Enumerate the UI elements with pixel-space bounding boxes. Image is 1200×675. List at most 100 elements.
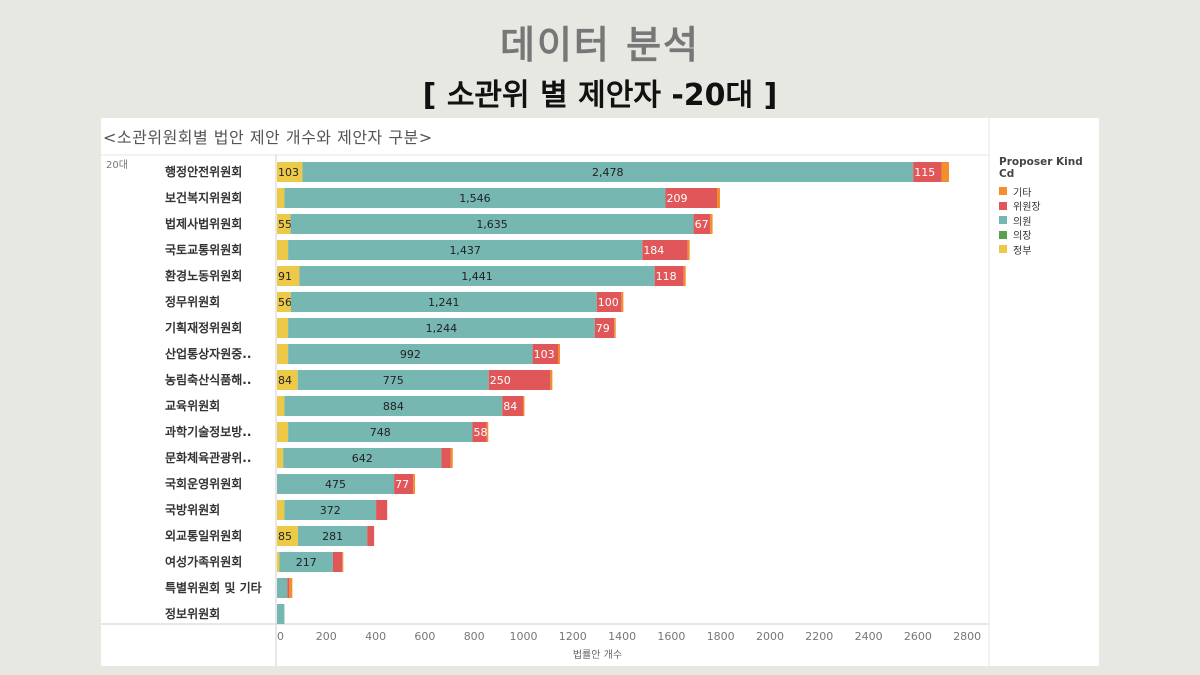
bar-segment — [297, 370, 489, 390]
bar-segment — [289, 578, 293, 598]
bar-segment — [277, 578, 288, 598]
x-tick-label: 1400 — [608, 630, 636, 643]
bar-segment — [710, 214, 713, 234]
x-tick-label: 1200 — [559, 630, 587, 643]
bar-segment — [654, 266, 684, 286]
bar-segment — [486, 422, 489, 442]
x-tick-label: 2000 — [756, 630, 784, 643]
bar-segment — [287, 578, 290, 598]
legend-label: 기타 — [1013, 187, 1032, 199]
data-label: 775 — [383, 374, 404, 387]
category-label: 법제사법위원회 — [165, 216, 242, 231]
data-label: 209 — [666, 192, 687, 205]
x-tick-label: 0 — [277, 630, 284, 643]
data-label: 85 — [278, 530, 292, 543]
data-label: 1,437 — [449, 244, 481, 257]
bar-segment — [279, 552, 333, 572]
bar-segment — [687, 240, 690, 260]
bar-segment — [277, 214, 291, 234]
bar-segment — [277, 292, 291, 312]
data-label: 372 — [320, 504, 341, 517]
data-label: 475 — [325, 478, 346, 491]
data-label: 84 — [278, 374, 292, 387]
data-label: 217 — [296, 556, 317, 569]
bar-segment — [532, 344, 559, 364]
bar-segment — [394, 474, 414, 494]
bar-segment — [288, 344, 533, 364]
bar-segment — [299, 266, 655, 286]
x-tick-label: 2200 — [805, 630, 833, 643]
data-label: 281 — [322, 530, 343, 543]
bar-segment — [277, 396, 285, 416]
bar-segment — [302, 162, 914, 182]
legend-swatch — [999, 230, 1007, 239]
data-label: 1,546 — [459, 192, 491, 205]
data-label: 84 — [503, 400, 517, 413]
data-label: 2,478 — [592, 166, 624, 179]
x-tick-label: 2800 — [953, 630, 981, 643]
bar-segment — [277, 526, 298, 546]
category-label: 기획재정위원회 — [165, 320, 242, 335]
category-label: 국회운영위원회 — [165, 476, 242, 491]
bar-segment — [488, 370, 551, 390]
data-label: 1,241 — [428, 296, 460, 309]
data-label: 115 — [914, 166, 935, 179]
bar-segment — [277, 474, 395, 494]
category-label: 환경노동위원회 — [165, 268, 242, 283]
x-tick-label: 600 — [414, 630, 435, 643]
legend-swatch — [999, 216, 1007, 225]
x-tick-label: 1600 — [657, 630, 685, 643]
x-tick-label: 1000 — [510, 630, 538, 643]
bar-segment — [683, 266, 686, 286]
data-label: 992 — [400, 348, 421, 361]
legend-label: 위원장 — [1013, 202, 1041, 214]
bar-segment — [288, 318, 595, 338]
data-label: 67 — [695, 218, 709, 231]
data-label: 55 — [278, 218, 292, 231]
bar-segment — [332, 552, 343, 572]
bar-segment — [550, 370, 553, 390]
x-tick-label: 1800 — [707, 630, 735, 643]
bar-segment — [288, 422, 473, 442]
data-label: 58 — [473, 426, 487, 439]
bar-segment — [277, 370, 298, 390]
x-tick-label: 2400 — [855, 630, 883, 643]
bar-segment — [290, 214, 694, 234]
data-label: 56 — [278, 296, 292, 309]
data-label: 103 — [278, 166, 299, 179]
bar-segment — [277, 448, 284, 468]
legend-item[interactable]: 의원 — [999, 213, 1099, 228]
bar-segment — [284, 188, 666, 208]
bar-segment — [614, 318, 616, 338]
legend-item[interactable]: 의장 — [999, 228, 1099, 242]
data-label: 103 — [534, 348, 555, 361]
x-tick-label: 800 — [464, 630, 485, 643]
page-title: 데이터 분석 — [499, 23, 701, 67]
data-label: 91 — [278, 270, 292, 283]
bar-segment — [277, 552, 280, 572]
category-label: 특별위원회 및 기타 — [165, 580, 262, 595]
data-label: 250 — [490, 374, 511, 387]
page-subtitle: [ 소관위 별 제안자 -20대 ] — [422, 78, 778, 113]
legend-swatch — [999, 201, 1007, 210]
x-tick-label: 200 — [316, 630, 337, 643]
legend-item[interactable]: 위원장 — [999, 199, 1099, 214]
chart-title: <소관위원회별 법안 제안 개수와 제안자 구분> — [103, 128, 433, 147]
legend-item[interactable]: 정부 — [999, 242, 1099, 257]
data-label: 79 — [596, 322, 610, 335]
bar-segment — [284, 500, 377, 520]
bar-segment — [277, 266, 300, 286]
bar-segment — [413, 474, 416, 494]
data-label: 118 — [656, 270, 677, 283]
legend-label: 의원 — [1013, 216, 1032, 228]
legend-title: Proposer Kind Cd — [999, 156, 1083, 180]
bar-segment — [642, 240, 688, 260]
category-label: 과학기술정보방.. — [165, 424, 251, 439]
data-label: 1,635 — [476, 218, 508, 231]
bar-segment — [441, 448, 451, 468]
bar-segment — [376, 500, 388, 520]
legend-item[interactable]: 기타 — [999, 184, 1099, 199]
category-label: 국토교통위원회 — [165, 242, 242, 257]
bar-segment — [472, 422, 487, 442]
